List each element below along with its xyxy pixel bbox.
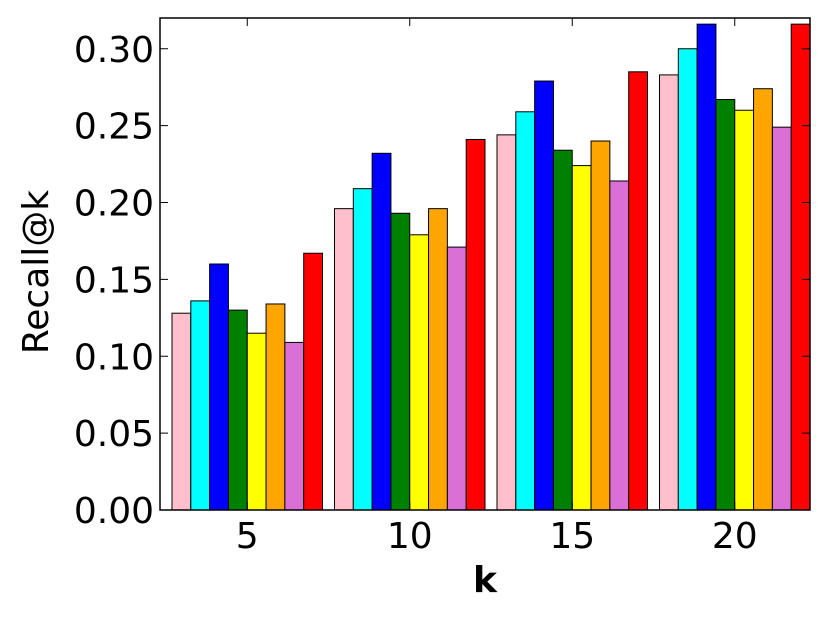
y-tick-label: 0.25 [74,107,154,148]
y-tick-label: 0.00 [74,491,154,532]
bar-series-3-k-10 [371,152,392,511]
bar-series-2-k-5 [190,300,211,511]
y-tick-label: 0.10 [74,337,154,378]
x-tick-label: 20 [712,516,758,557]
y-axis-ticks: 0.00 0.05 0.10 0.15 0.20 0.25 0.30 [74,30,810,532]
bar-series-1-k-20 [659,74,679,511]
bar-series-8-k-15 [628,71,649,511]
bar-series-4-k-5 [227,309,248,511]
bar-series-5-k-5 [246,332,267,511]
bar-series-7-k-20 [771,126,792,511]
bar-series-8-k-5 [303,252,324,511]
bar-series-1-k-15 [496,134,517,511]
bar-series-7-k-5 [284,341,305,511]
bar-series-1-k-5 [171,312,192,511]
bar-series-5-k-15 [571,165,592,511]
bar-series-3-k-15 [534,80,554,511]
x-axis-ticks: 5 10 15 20 [236,18,758,557]
bar-series-4-k-10 [390,212,411,511]
x-axis-title: k [473,560,498,601]
bar-series-6-k-20 [753,88,773,511]
plot-frame [159,17,811,511]
bar-series-6-k-5 [265,303,286,511]
bar-series-4-k-15 [552,149,573,511]
y-tick-label: 0.15 [74,260,154,301]
bar-series-3-k-20 [696,23,717,511]
y-axis-title: Recall@k [16,190,57,354]
bar-series-8-k-10 [465,138,486,511]
bar-series-8-k-20 [790,23,811,511]
bar-series-7-k-15 [609,180,630,511]
bar-series-3-k-5 [209,263,229,511]
x-tick-label: 5 [236,516,259,557]
x-tick-label: 15 [549,516,595,557]
bar-series-7-k-10 [446,246,467,511]
x-tick-label: 10 [387,516,433,557]
bar-series-5-k-20 [734,109,755,511]
y-tick-label: 0.05 [74,414,154,455]
bar-series-6-k-15 [590,140,611,511]
bar-series-1-k-10 [334,208,354,511]
y-tick-label: 0.30 [74,30,154,71]
bar-series-6-k-10 [428,208,448,511]
bars-group [171,23,811,511]
bar-series-2-k-15 [515,111,536,511]
bar-series-2-k-20 [677,48,698,511]
y-tick-label: 0.20 [74,184,154,225]
bar-series-2-k-10 [352,188,373,511]
bar-series-4-k-20 [715,98,736,511]
bar-series-5-k-10 [409,234,430,511]
